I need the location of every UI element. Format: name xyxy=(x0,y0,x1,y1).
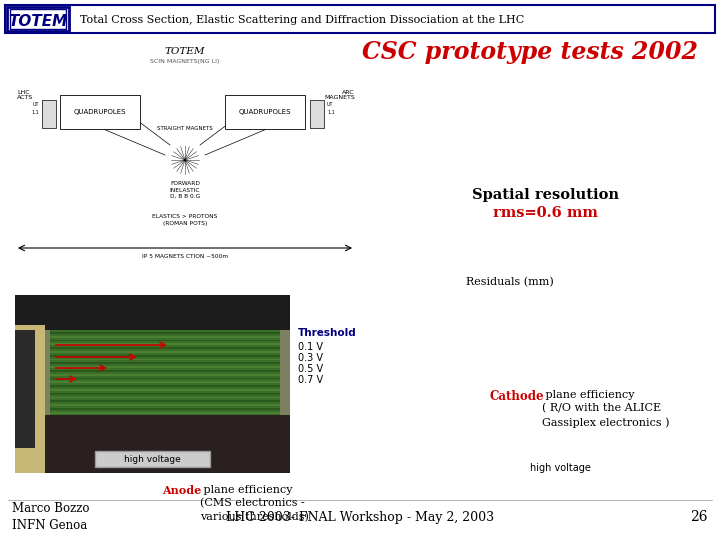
Bar xyxy=(50,343,280,345)
Bar xyxy=(15,330,35,448)
Text: Marco Bozzo
INFN Genoa: Marco Bozzo INFN Genoa xyxy=(12,502,89,532)
Bar xyxy=(50,332,280,334)
Bar xyxy=(50,330,280,415)
Bar xyxy=(50,366,280,368)
Bar xyxy=(50,408,280,410)
Bar xyxy=(15,295,290,473)
Text: ELASTICS > PROTONS
(ROMAN POTS): ELASTICS > PROTONS (ROMAN POTS) xyxy=(153,214,217,226)
Bar xyxy=(50,347,280,349)
Bar xyxy=(50,374,280,376)
Text: Residuals (mm): Residuals (mm) xyxy=(466,277,554,287)
Text: high voltage: high voltage xyxy=(124,455,181,463)
Bar xyxy=(45,415,290,473)
Bar xyxy=(50,340,280,341)
Text: high voltage: high voltage xyxy=(530,463,590,473)
Text: Anode: Anode xyxy=(162,485,202,496)
Bar xyxy=(15,295,290,330)
Text: 26: 26 xyxy=(690,510,708,524)
Text: TOTEM: TOTEM xyxy=(165,48,205,57)
Bar xyxy=(50,404,280,406)
Text: Cathode: Cathode xyxy=(490,390,544,403)
Text: CSC prototype tests 2002: CSC prototype tests 2002 xyxy=(362,40,698,64)
Bar xyxy=(50,377,280,380)
Text: plane efficiency
( R/O with the ALICE
Gassiplex electronics ): plane efficiency ( R/O with the ALICE Ga… xyxy=(542,390,670,428)
Bar xyxy=(50,396,280,399)
Bar xyxy=(50,336,280,338)
Text: ARC
MAGNETS: ARC MAGNETS xyxy=(324,90,355,100)
FancyBboxPatch shape xyxy=(5,5,715,33)
Text: SCIN MAGNETS(NG LI): SCIN MAGNETS(NG LI) xyxy=(150,59,220,64)
Text: plane efficiency
(CMS electronics -
various thresholds): plane efficiency (CMS electronics - vari… xyxy=(200,485,309,522)
Text: LHC 2003- FNAL Workshop - May 2, 2003: LHC 2003- FNAL Workshop - May 2, 2003 xyxy=(226,510,494,523)
Bar xyxy=(50,389,280,391)
Text: STRAIGHT MAGNETS: STRAIGHT MAGNETS xyxy=(157,125,213,131)
FancyBboxPatch shape xyxy=(10,9,66,29)
Text: UT: UT xyxy=(32,103,39,107)
Bar xyxy=(50,412,280,414)
Bar xyxy=(50,359,280,360)
Text: 1.1: 1.1 xyxy=(327,111,335,116)
Text: LHC
ACTS: LHC ACTS xyxy=(17,90,33,100)
Bar xyxy=(50,381,280,383)
Text: QUADRUPOLES: QUADRUPOLES xyxy=(73,109,126,115)
Text: 0.7 V: 0.7 V xyxy=(298,375,323,385)
Bar xyxy=(15,325,45,473)
Text: Spatial resolution: Spatial resolution xyxy=(472,188,618,202)
Text: UT: UT xyxy=(327,103,333,107)
Bar xyxy=(42,100,56,128)
Bar xyxy=(50,400,280,402)
Bar xyxy=(50,370,280,372)
Text: 0.1 V: 0.1 V xyxy=(298,342,323,352)
Text: 0.5 V: 0.5 V xyxy=(298,364,323,374)
Text: 1.1: 1.1 xyxy=(31,111,39,116)
Text: Threshold: Threshold xyxy=(298,328,356,338)
Text: 0.3 V: 0.3 V xyxy=(298,353,323,363)
Bar xyxy=(50,355,280,356)
Text: Total Cross Section, Elastic Scattering and Diffraction Dissociation at the LHC: Total Cross Section, Elastic Scattering … xyxy=(80,15,524,25)
Bar xyxy=(50,393,280,395)
FancyBboxPatch shape xyxy=(7,7,69,31)
Bar xyxy=(95,451,210,467)
Text: FORWARD
INELASTIC
D, B B 0.G: FORWARD INELASTIC D, B B 0.G xyxy=(170,181,200,199)
Text: rms=0.6 mm: rms=0.6 mm xyxy=(492,206,598,220)
Text: TOTEM: TOTEM xyxy=(9,14,68,29)
Bar xyxy=(50,351,280,353)
Text: IP 5 MAGNETS CTION ~500m: IP 5 MAGNETS CTION ~500m xyxy=(142,253,228,259)
Bar xyxy=(50,362,280,364)
Text: QUADRUPOLES: QUADRUPOLES xyxy=(239,109,292,115)
Bar xyxy=(50,385,280,387)
Bar xyxy=(310,100,324,128)
